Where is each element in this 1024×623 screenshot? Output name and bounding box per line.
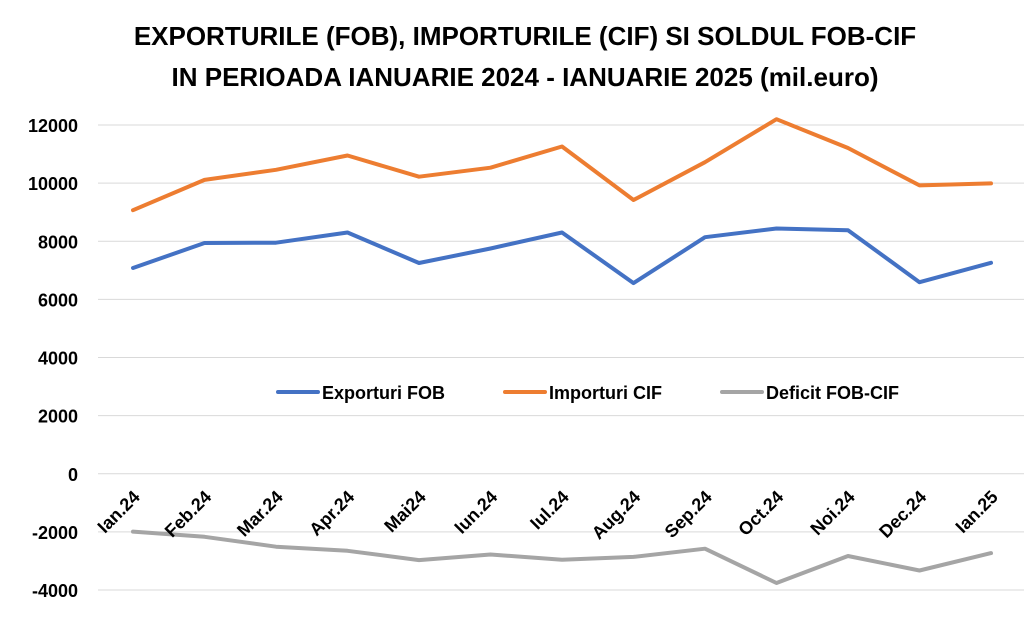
legend-label: Importuri CIF [549,383,662,403]
x-tick-label: Noi.24 [806,487,858,539]
y-tick-label: 6000 [38,290,78,310]
y-tick-label: 10000 [28,174,78,194]
x-tick-label: Mai24 [380,487,430,537]
x-tick-label: Ian.25 [952,487,1002,537]
x-tick-label: Feb.24 [161,487,215,541]
x-tick-label: Mar.24 [233,487,287,541]
y-tick-label: 0 [68,465,78,485]
x-tick-label: Iun.24 [450,487,501,538]
series-line-3 [131,529,993,585]
x-tick-label: Ian.24 [94,487,144,537]
series-line-1 [131,226,993,286]
y-tick-label: 8000 [38,232,78,252]
series-line-2 [131,117,993,213]
x-tick-label: Aug.24 [588,487,645,544]
legend-label: Deficit FOB-CIF [766,383,899,403]
x-tick-label: Dec.24 [875,487,930,542]
chart-title: EXPORTURILE (FOB), IMPORTURILE (CIF) SI … [134,21,916,51]
y-tick-label: -2000 [32,523,78,543]
legend-label: Exporturi FOB [322,383,445,403]
series-lines [131,117,993,585]
y-tick-label: 4000 [38,349,78,369]
y-tick-label: 12000 [28,116,78,136]
x-tick-label: Sep.24 [661,487,716,542]
y-axis-ticks: 12000 10000 8000 6000 4000 2000 0 -2000 -4000 [28,116,78,601]
x-tick-label: Iul.24 [526,487,573,534]
legend: Exporturi FOB Importuri CIF Deficit FOB-CI… [276,383,899,403]
y-tick-label: -4000 [32,581,78,601]
chart-subtitle: IN PERIOADA IANUARIE 2024 - IANUARIE 202… [172,62,879,92]
y-tick-label: 2000 [38,407,78,427]
x-axis-ticks: Ian.24 Feb.24 Mar.24 Apr.24 Mai24 Iun.24 Iul.2… [94,487,1002,544]
